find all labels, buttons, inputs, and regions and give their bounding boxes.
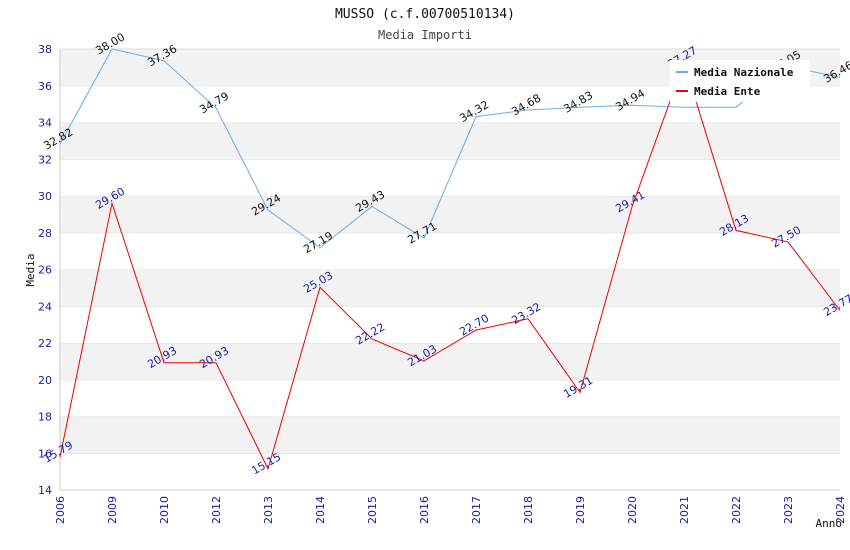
y-tick-label: 14 [38,484,52,497]
x-tick-label: 2014 [314,496,327,524]
x-tick-label: 2019 [574,496,587,524]
y-tick-label: 20 [38,374,52,387]
legend-entry: Media Ente [694,85,761,98]
y-tick-label: 36 [38,80,52,93]
x-tick-label: 2013 [262,496,275,524]
y-tick-label: 34 [38,117,52,130]
grid-bands [60,48,840,490]
grid-band [60,122,840,160]
series-lines [59,48,841,471]
grid-band [60,306,840,343]
x-tick-label: 2020 [626,496,639,524]
chart-title: MUSSO (c.f.00700510134) [335,7,515,22]
x-tick-label: 2006 [54,496,67,524]
x-tick-label: 2015 [366,496,379,524]
series-line-media-nazionale [59,48,841,249]
x-tick-label: 2012 [210,496,223,524]
y-tick-label: 22 [38,337,52,350]
y-axis-label: Media [24,253,37,286]
series-line-media-ente [59,60,841,471]
x-tick-label: 2022 [730,496,743,524]
y-tick-label: 28 [38,227,52,240]
y-tick-label: 38 [38,43,52,56]
legend-entry: Media Nazionale [694,66,794,79]
y-tick-label: 30 [38,190,52,203]
x-tick-label: 2009 [106,496,119,524]
y-tick-label: 16 [38,447,52,460]
y-tick-label: 32 [38,153,52,166]
x-tick-labels: 2006 2009 2010 2012 2013 2014 2015 2016 2017 2018… [54,496,847,524]
grid-band [60,232,840,270]
legend-box [670,60,810,102]
grid-band [60,196,840,233]
x-axis-label: Anno [816,517,843,530]
legend: Media Nazionale Media Ente [670,60,810,102]
y-tick-labels: 14 16 18 20 22 24 26 28 30 32 34 36 38 [38,43,52,497]
x-tick-label: 2018 [522,496,535,524]
x-tick-label: 2017 [470,496,483,524]
grid-band [60,453,840,490]
x-tick-label: 2016 [418,496,431,524]
grid-band [60,379,840,417]
grid-band [60,343,840,380]
grid-band [60,269,840,307]
x-tick-label: 2021 [678,496,691,524]
chart-subtitle: Media Importi [378,28,472,42]
y-tick-label: 24 [38,300,52,313]
x-tick-label: 2024 [834,496,847,524]
grid-band [60,416,840,454]
y-tick-label: 26 [38,264,52,277]
x-tick-label: 2023 [782,496,795,524]
x-tick-label: 2010 [158,496,171,524]
y-tick-label: 18 [38,411,52,424]
axes [59,49,840,491]
